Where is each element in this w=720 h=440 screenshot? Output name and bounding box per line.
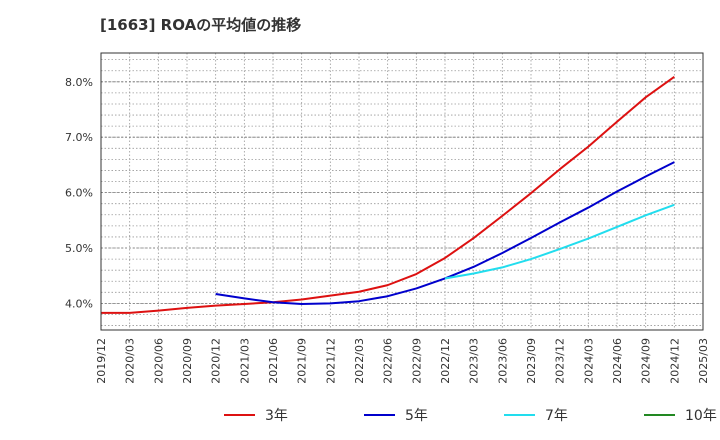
x-tick-label: 2024/06: [611, 338, 624, 384]
y-tick-label: 6.0%: [65, 187, 93, 200]
grid-lines: [101, 53, 703, 330]
y-tick-label: 7.0%: [65, 131, 93, 144]
x-tick-label: 2021/12: [324, 338, 337, 384]
x-tick-label: 2024/09: [640, 338, 653, 384]
y-axis-ticks: 4.0% 5.0% 6.0% 7.0% 8.0%: [65, 76, 93, 311]
x-tick-label: 2023/03: [468, 338, 481, 384]
plot-background: [101, 53, 703, 330]
x-tick-label: 2025/03: [697, 338, 710, 384]
x-tick-label: 2023/12: [554, 338, 567, 384]
chart-title: [1663] ROAの平均値の推移: [100, 16, 302, 34]
x-tick-label: 2022/03: [353, 338, 366, 384]
legend: 3年 5年 7年 10年: [224, 408, 717, 424]
x-tick-label: 2020/03: [124, 338, 137, 384]
x-tick-label: 2020/06: [152, 338, 165, 384]
series-line-3年: [101, 76, 675, 314]
x-tick-label: 2022/12: [439, 338, 452, 384]
x-tick-label: 2023/06: [496, 338, 509, 384]
series-lines: [101, 76, 675, 314]
y-tick-label: 4.0%: [65, 297, 93, 310]
x-tick-label: 2022/09: [410, 338, 423, 384]
x-tick-label: 2024/03: [582, 338, 595, 384]
legend-label: 3年: [265, 408, 288, 424]
x-tick-label: 2020/09: [181, 338, 194, 384]
x-tick-label: 2024/12: [668, 338, 681, 384]
series-line-7年: [444, 203, 675, 280]
legend-label: 10年: [685, 408, 717, 424]
legend-label: 7年: [545, 408, 568, 424]
x-axis-ticks: 2019/12 2020/03 2020/06 2020/09 2020/12 2021/…: [95, 338, 710, 384]
x-tick-label: 2021/09: [296, 338, 309, 384]
legend-label: 5年: [405, 408, 428, 424]
x-tick-label: 2019/12: [95, 338, 108, 384]
plot-frame: [100, 52, 704, 331]
y-tick-label: 5.0%: [65, 242, 93, 255]
x-tick-label: 2021/03: [238, 338, 251, 384]
x-tick-label: 2020/12: [210, 338, 223, 384]
y-tick-label: 8.0%: [65, 76, 93, 89]
x-tick-label: 2022/06: [382, 338, 395, 384]
x-tick-label: 2021/06: [267, 338, 280, 384]
x-tick-label: 2023/09: [525, 338, 538, 384]
